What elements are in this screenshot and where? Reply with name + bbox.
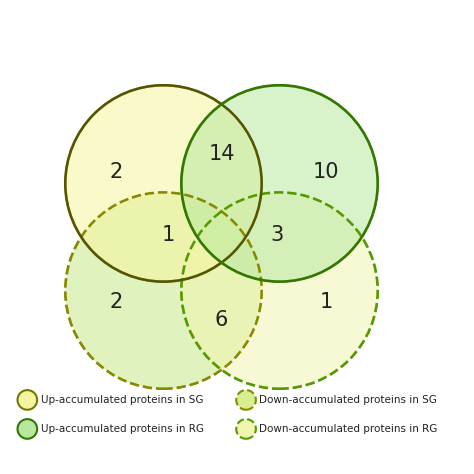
Circle shape	[182, 85, 378, 282]
Circle shape	[65, 85, 262, 282]
Text: 1: 1	[161, 225, 174, 245]
Text: 2: 2	[110, 162, 123, 182]
Text: Down-accumulated proteins in SG: Down-accumulated proteins in SG	[259, 395, 438, 405]
Text: Up-accumulated proteins in SG: Up-accumulated proteins in SG	[41, 395, 203, 405]
Text: 3: 3	[271, 225, 284, 245]
Circle shape	[18, 419, 37, 439]
Circle shape	[236, 419, 256, 439]
Circle shape	[65, 192, 262, 389]
Circle shape	[18, 390, 37, 410]
Text: Down-accumulated proteins in RG: Down-accumulated proteins in RG	[259, 424, 438, 434]
Circle shape	[236, 390, 256, 410]
Text: 2: 2	[110, 292, 123, 312]
Text: 14: 14	[208, 145, 235, 164]
Text: 1: 1	[320, 292, 333, 312]
Text: Up-accumulated proteins in RG: Up-accumulated proteins in RG	[41, 424, 204, 434]
Text: 10: 10	[313, 162, 340, 182]
Text: 6: 6	[215, 310, 228, 329]
Circle shape	[182, 192, 378, 389]
